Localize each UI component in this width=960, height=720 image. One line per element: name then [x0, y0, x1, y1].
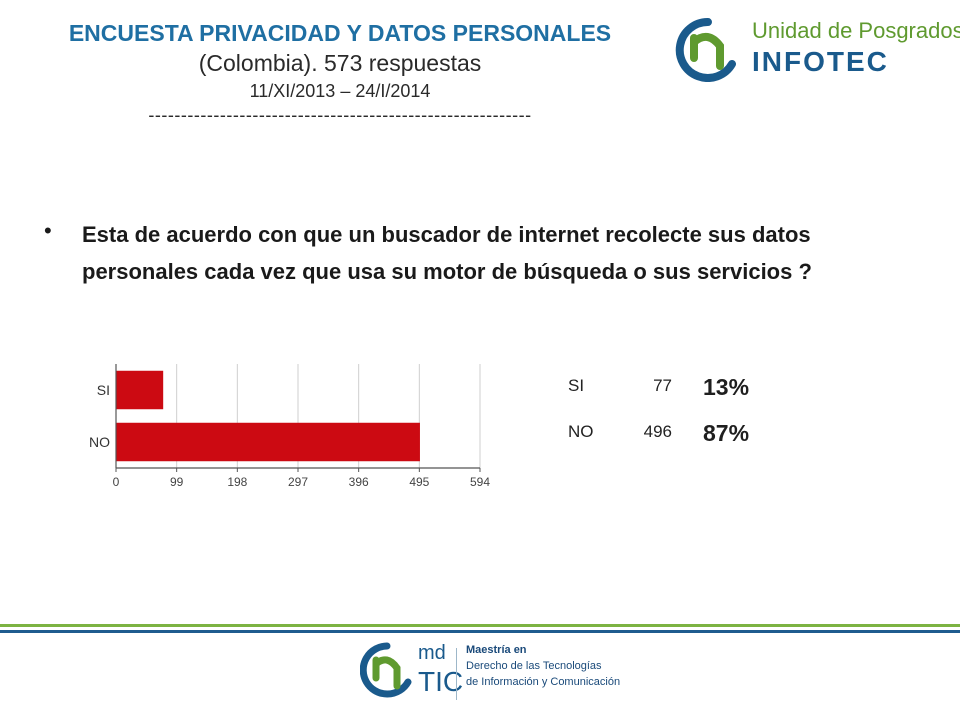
mdtic-logo-icon: [360, 642, 412, 698]
x-tick-label: 396: [349, 475, 369, 489]
bar-chart: 0 99 198 297 396 495 594 SI NO: [89, 364, 490, 489]
stat-row-si: SI 77 13%: [560, 368, 800, 414]
x-tick-label: 198: [227, 475, 247, 489]
stat-percent: 13%: [703, 374, 750, 400]
page-subtitle: (Colombia). 573 respuestas: [198, 50, 482, 76]
infotec-logo: Unidad de Posgrados INFOTEC: [670, 14, 960, 84]
category-label: SI: [97, 382, 110, 398]
x-tick-label: 99: [170, 475, 184, 489]
logo-separator: [456, 648, 457, 700]
question-text: Esta de acuerdo con que un buscador de i…: [82, 222, 812, 284]
md-label: md: [418, 642, 446, 664]
stat-label: SI: [568, 376, 585, 395]
stat-count: 496: [643, 422, 672, 441]
maestria-label: Maestría en: [466, 644, 527, 656]
page-title: ENCUESTA PRIVACIDAD Y DATOS PERSONALES: [68, 20, 612, 46]
bullet-icon: •: [44, 218, 52, 243]
stat-label: NO: [568, 422, 594, 441]
x-tick-label: 594: [470, 475, 490, 489]
bar-si: [116, 370, 164, 410]
footer-divider-blue: [0, 630, 960, 633]
program-line-2: de Información y Comunicación: [466, 676, 621, 688]
bar-no: [116, 422, 420, 462]
infotec-logo-icon: [675, 18, 736, 82]
survey-dates: 11/XI/2013 – 24/I/2014: [249, 81, 431, 101]
category-label: NO: [89, 434, 110, 450]
mdtic-logo: md TIC Maestría en Derecho de las Tecnol…: [360, 640, 660, 706]
program-line-1: Derecho de las Tecnologías: [466, 660, 602, 672]
x-tick-label: 297: [288, 475, 308, 489]
tic-label: TIC: [418, 666, 464, 697]
infotec-label: INFOTEC: [752, 46, 889, 77]
stat-row-no: NO 496 87%: [560, 414, 800, 460]
title-block: ENCUESTA PRIVACIDAD Y DATOS PERSONALES (…: [20, 18, 660, 126]
stat-percent: 87%: [703, 420, 750, 446]
stats-table: SI 77 13% NO 496 87%: [560, 368, 800, 460]
stat-count: 77: [653, 376, 672, 395]
dashed-rule: ----------------------------------------…: [148, 105, 532, 125]
footer-divider-green: [0, 624, 960, 627]
x-tick-label: 0: [113, 475, 120, 489]
unidad-posgrados-label: Unidad de Posgrados: [752, 18, 960, 43]
question: • Esta de acuerdo con que un buscador de…: [44, 216, 894, 290]
x-tick-label: 495: [409, 475, 429, 489]
